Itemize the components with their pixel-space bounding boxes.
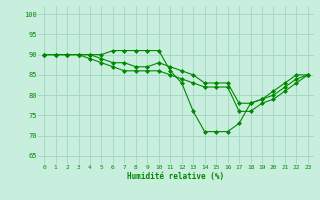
X-axis label: Humidité relative (%): Humidité relative (%) bbox=[127, 172, 225, 181]
